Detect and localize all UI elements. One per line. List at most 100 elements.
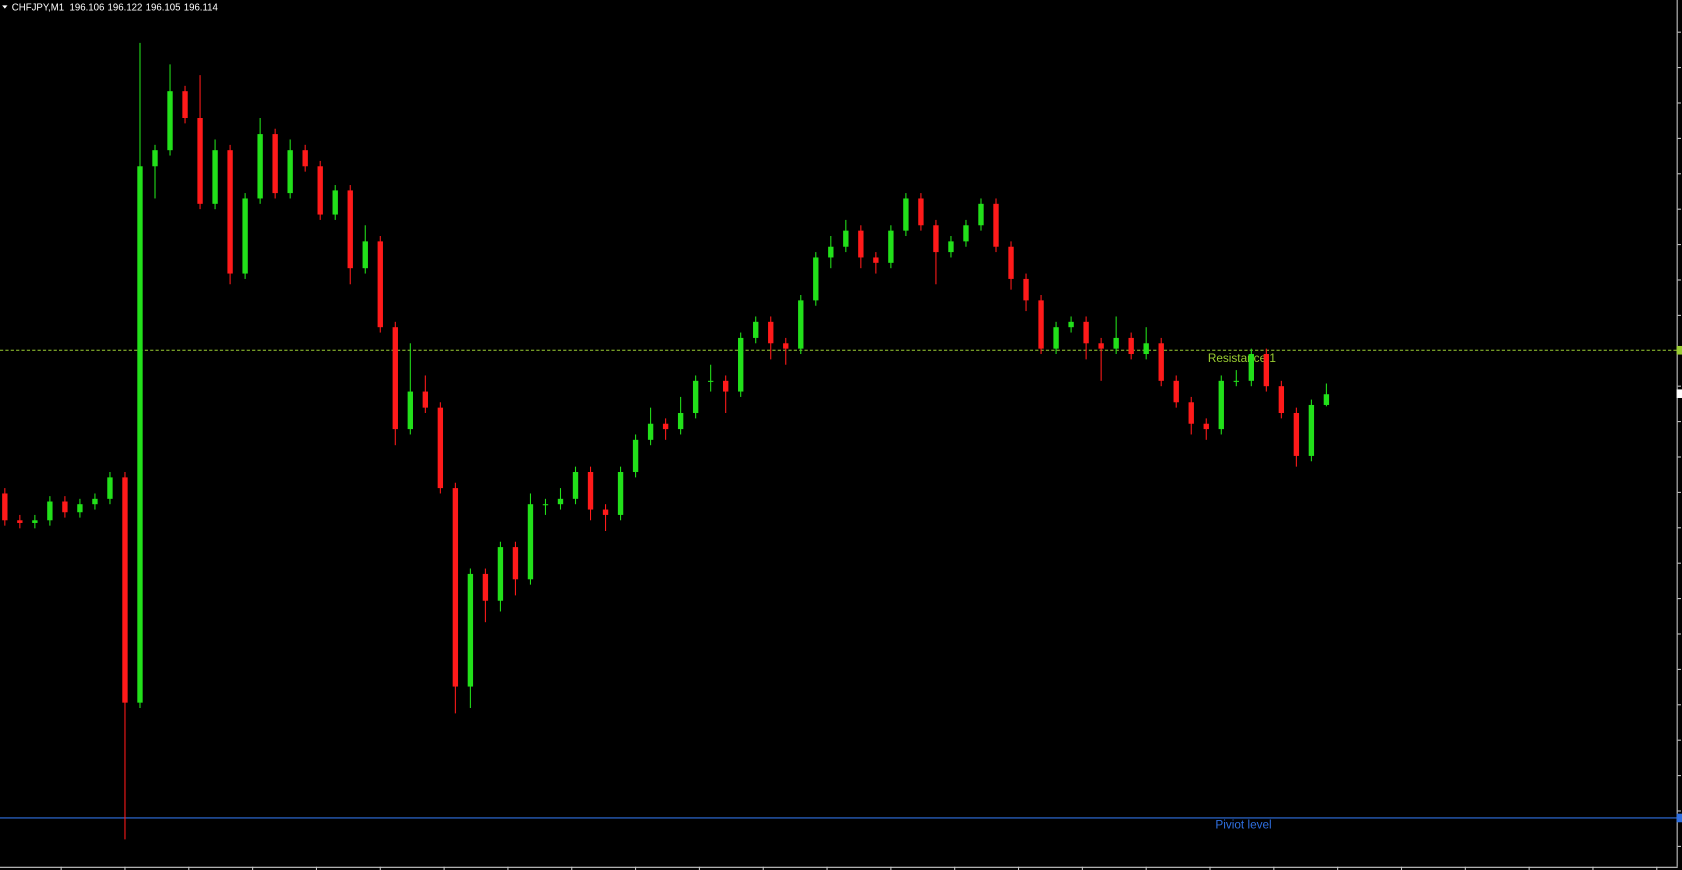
candle-body xyxy=(422,391,429,408)
candle-body xyxy=(287,150,293,194)
level-marker xyxy=(1676,345,1682,355)
candle-body xyxy=(272,134,278,194)
candle-body xyxy=(452,488,459,687)
candle-body xyxy=(1083,321,1089,344)
candle-body xyxy=(1308,404,1315,456)
candle-body xyxy=(242,198,248,274)
candle-body xyxy=(903,198,909,231)
candle-body xyxy=(497,547,504,601)
candle-body xyxy=(1143,343,1149,355)
candle-body xyxy=(122,477,128,703)
candle-body xyxy=(963,225,969,242)
candle-body xyxy=(632,439,639,473)
candle-body xyxy=(1173,380,1179,403)
candle-body xyxy=(1158,343,1164,381)
candle-body xyxy=(1263,354,1270,387)
candle-body xyxy=(2,493,8,521)
last-close: 196.114 xyxy=(184,3,219,14)
candle-body xyxy=(1113,337,1119,349)
candle-body xyxy=(182,91,188,119)
candle-body xyxy=(197,118,203,204)
candle-body xyxy=(1278,386,1285,414)
candle-body xyxy=(332,190,338,215)
candle-body xyxy=(47,501,53,521)
candle-body xyxy=(167,91,173,151)
candle-body xyxy=(798,300,804,349)
candle-body xyxy=(257,134,263,199)
candle-body xyxy=(828,246,834,258)
last-open: 196.106 xyxy=(69,3,104,14)
candle-body xyxy=(302,150,308,167)
candle-body xyxy=(1323,394,1330,405)
last-high: 196.122 xyxy=(108,3,143,14)
candle-body xyxy=(602,509,609,515)
candles xyxy=(2,42,1682,840)
candle-body xyxy=(813,257,819,301)
level-label: Resistance 1 xyxy=(1208,352,1276,365)
candle-body xyxy=(1233,380,1239,382)
candle-body xyxy=(1068,321,1074,328)
candle-body xyxy=(92,498,98,505)
candle-body xyxy=(437,407,444,489)
levels: Resistance 1 Piviot level xyxy=(0,345,1682,832)
candle-body xyxy=(1053,327,1059,349)
candle-body xyxy=(873,257,879,263)
candle-body xyxy=(662,423,669,430)
candle-body xyxy=(1098,343,1104,349)
candle-body xyxy=(753,321,759,338)
candle-body xyxy=(978,203,984,226)
candle-body xyxy=(1218,380,1224,430)
candle-body xyxy=(617,472,624,515)
candle-body xyxy=(1293,413,1300,456)
candle-body xyxy=(227,150,233,274)
candle-body xyxy=(1038,300,1044,349)
last-low: 196.105 xyxy=(146,3,181,14)
candle-body xyxy=(377,241,383,328)
candle-body xyxy=(783,343,789,349)
candle-body xyxy=(62,501,68,513)
candle-body xyxy=(1203,423,1209,430)
candle-body xyxy=(347,190,353,269)
candle-body xyxy=(317,166,323,215)
candle-body xyxy=(107,477,113,499)
candle-body xyxy=(152,150,158,167)
candle-body xyxy=(542,504,549,506)
candle-body xyxy=(738,337,744,392)
level-marker xyxy=(1676,813,1682,823)
candle-body xyxy=(933,225,939,253)
candle-body xyxy=(587,472,594,510)
candle-body xyxy=(527,504,534,580)
candle-body xyxy=(212,150,218,204)
candle-body xyxy=(888,230,894,263)
candle-body xyxy=(512,547,519,580)
candle-body xyxy=(17,520,23,523)
candle-body xyxy=(572,472,579,499)
candle-body xyxy=(137,166,143,703)
candle-body xyxy=(467,573,474,687)
candle-body xyxy=(1188,402,1194,424)
candle-body xyxy=(32,520,38,523)
candle-body xyxy=(707,380,714,382)
header: CHFJPY,M1 196.106 196.122 196.105 196.114 xyxy=(12,3,219,14)
candle-body xyxy=(677,413,684,430)
candle-body xyxy=(77,504,83,513)
candle-body xyxy=(918,198,924,226)
candle-body xyxy=(392,327,398,430)
candle-body xyxy=(1008,246,1014,279)
candle-body xyxy=(482,573,489,601)
menu-arrow[interactable] xyxy=(2,5,8,9)
candle-body xyxy=(723,380,729,392)
candle-body xyxy=(993,203,999,247)
candle-body xyxy=(1248,354,1254,381)
candle-body xyxy=(647,423,654,440)
candle-body xyxy=(1023,278,1029,301)
candle-body xyxy=(1128,337,1134,355)
candle-body xyxy=(948,241,954,253)
level-label: Piviot level xyxy=(1215,819,1271,832)
candle-body xyxy=(858,230,864,258)
candle-body xyxy=(768,321,774,344)
candle-body xyxy=(843,230,849,247)
symbol: CHFJPY,M1 xyxy=(12,3,64,14)
